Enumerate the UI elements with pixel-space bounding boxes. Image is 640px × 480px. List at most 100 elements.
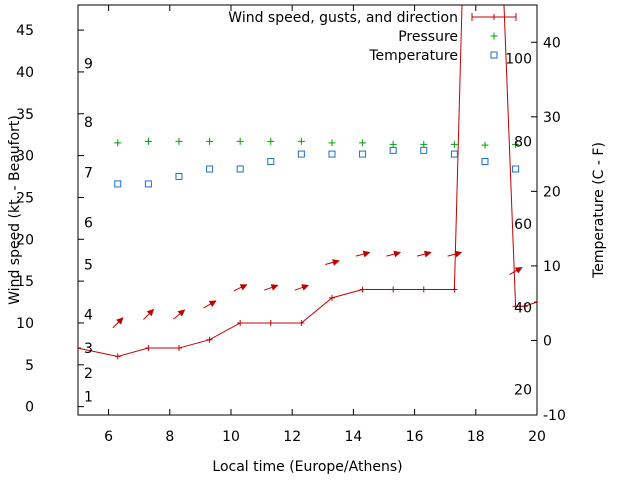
y-left-tick-label: 25 xyxy=(16,190,34,206)
beaufort-label: 9 xyxy=(84,57,93,73)
wind-speed-point xyxy=(237,319,244,326)
beaufort-label: 2 xyxy=(84,366,93,382)
fahrenheit-label: 20 xyxy=(514,383,532,399)
x-tick-label: 10 xyxy=(222,429,240,445)
beaufort-label: 5 xyxy=(84,257,93,273)
y-left-tick-label: 0 xyxy=(25,400,34,416)
temperature-point xyxy=(450,150,458,158)
temperature-point xyxy=(236,165,244,173)
arrow-head xyxy=(454,250,463,258)
pressure-point xyxy=(267,137,275,145)
beaufort-label: 1 xyxy=(84,390,93,406)
y-right-tick-label: -10 xyxy=(543,408,566,424)
x-tick-label: 18 xyxy=(467,429,485,445)
x-tick-label: 6 xyxy=(104,429,113,445)
y-left-tick-label: 35 xyxy=(16,107,34,123)
beaufort-label: 7 xyxy=(84,165,93,181)
beaufort-label: 3 xyxy=(84,341,93,357)
y-left-tick-label: 15 xyxy=(16,274,34,290)
temperature-point xyxy=(297,150,305,158)
wind-speed-point xyxy=(359,286,366,293)
clipped-series xyxy=(78,5,537,360)
wind-direction-arrow xyxy=(233,284,248,292)
wind-direction-arrow xyxy=(203,300,217,309)
fahrenheit-label: 80 xyxy=(514,134,532,150)
pressure-point xyxy=(389,140,397,148)
wind-speed-point xyxy=(534,299,537,306)
wind-direction-arrow xyxy=(112,317,124,329)
wind-speed-point xyxy=(328,294,335,301)
wind-speed-line xyxy=(78,5,537,357)
wind-speed-point xyxy=(78,345,81,352)
x-tick-label: 12 xyxy=(283,429,301,445)
wind-speed-point xyxy=(206,336,213,343)
temperature-point xyxy=(359,150,367,158)
temperature-point xyxy=(389,146,397,154)
x-tick-label: 14 xyxy=(344,429,362,445)
arrow-head xyxy=(332,259,340,266)
y-right-tick-label: 40 xyxy=(543,35,561,51)
arrow-head xyxy=(146,308,155,317)
wind-direction-arrow xyxy=(325,259,340,266)
arrow-head xyxy=(393,250,402,258)
arrow-head xyxy=(362,250,371,258)
legend-label: Wind speed, gusts, and direction xyxy=(228,10,458,26)
legend-label: Pressure xyxy=(398,29,458,45)
fahrenheit-label: 60 xyxy=(514,217,532,233)
beaufort-label: 6 xyxy=(84,216,93,232)
chart-marks xyxy=(78,5,537,360)
wind-direction-arrow xyxy=(143,308,155,320)
temperature-point xyxy=(267,158,275,166)
beaufort-label: 8 xyxy=(84,115,93,131)
temperature-point xyxy=(481,158,489,166)
pressure-point xyxy=(114,139,122,147)
y-right-tick-label: 20 xyxy=(543,184,561,200)
legend-temperature-marker xyxy=(490,51,498,59)
x-tick-label: 8 xyxy=(165,429,174,445)
wind-speed-point xyxy=(451,286,458,293)
wind-speed-point xyxy=(420,286,427,293)
temperature-point xyxy=(144,180,152,188)
y-left-tick-label: 45 xyxy=(16,23,34,39)
y-right-tick-label: 30 xyxy=(543,110,561,126)
pressure-point xyxy=(236,137,244,145)
temperature-point xyxy=(175,172,183,180)
x-tick-label: 16 xyxy=(406,429,424,445)
plot-frame xyxy=(77,4,538,416)
pressure-point xyxy=(359,139,367,147)
wind-speed-point xyxy=(267,319,274,326)
arrow-head xyxy=(301,284,310,291)
pressure-point xyxy=(512,140,520,148)
temperature-point xyxy=(206,165,214,173)
wind-direction-arrow xyxy=(416,250,432,258)
pressure-point xyxy=(328,139,336,147)
legend-pressure-marker xyxy=(490,32,498,40)
temperature-point xyxy=(420,146,428,154)
wind-speed-point xyxy=(175,345,182,352)
wind-speed-point xyxy=(114,353,121,360)
wind-direction-arrow xyxy=(509,267,523,276)
fahrenheit-label: 100 xyxy=(505,52,532,68)
arrow-head xyxy=(514,267,523,274)
wind-speed-point xyxy=(390,286,397,293)
pressure-point xyxy=(481,141,489,149)
x-tick-label: 20 xyxy=(528,429,546,445)
y-left-tick-label: 20 xyxy=(16,232,34,248)
y-right-tick-label: 0 xyxy=(543,333,552,349)
pressure-point xyxy=(144,137,152,145)
arrow-head xyxy=(270,284,279,291)
wind-speed-point xyxy=(521,303,528,310)
beaufort-label: 4 xyxy=(84,308,93,324)
legend: Wind speed, gusts, and direction Pressure… xyxy=(228,10,517,64)
y-left-tick-label: 30 xyxy=(16,149,34,165)
arrow-head xyxy=(177,309,186,317)
axes: 6 8 10 12 14 16 18 20051015202530354045-1001020… xyxy=(16,5,566,445)
wind-direction-arrow xyxy=(447,250,463,258)
y-left-tick-label: 5 xyxy=(25,358,34,374)
temperature-point xyxy=(328,150,336,158)
temperature-point xyxy=(114,180,122,188)
arrow-head xyxy=(116,317,124,325)
wind-speed-point xyxy=(145,345,152,352)
y-axis-label-left: Wind speed (kt. - Beaufort) xyxy=(7,115,23,305)
